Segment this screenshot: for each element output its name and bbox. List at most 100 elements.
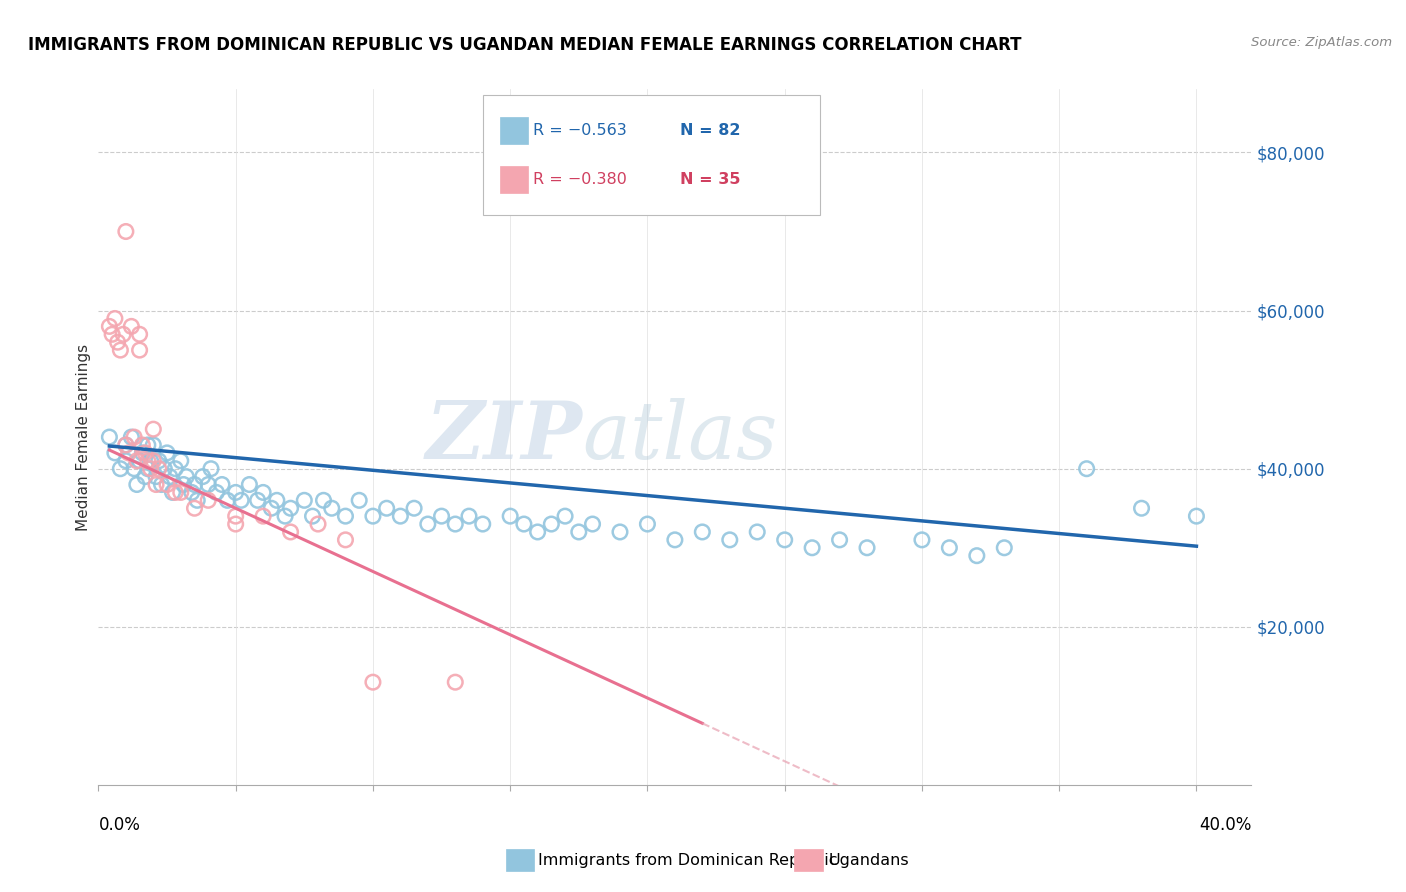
Point (139, 454, 162, 468)
Point (136, 461, 159, 475)
Point (191, 469, 214, 483)
Point (1185, 509, 1208, 524)
Point (911, 533, 934, 547)
Point (499, 509, 522, 524)
Point (225, 485, 247, 500)
Point (150, 477, 173, 491)
Point (142, 422, 165, 436)
Point (692, 524, 714, 539)
Point (444, 675, 467, 690)
Point (101, 327, 124, 342)
Point (430, 509, 453, 524)
Point (361, 675, 384, 690)
Point (117, 446, 139, 460)
Point (120, 430, 142, 444)
Point (148, 461, 170, 475)
Text: R = −0.380: R = −0.380 (533, 172, 627, 187)
Point (104, 311, 127, 326)
Point (170, 485, 193, 500)
Point (225, 516, 247, 531)
Point (361, 509, 384, 524)
Point (128, 343, 150, 358)
Point (165, 485, 187, 500)
Point (174, 469, 197, 483)
Point (280, 524, 302, 539)
Point (120, 319, 142, 334)
Point (266, 493, 288, 508)
Point (664, 533, 686, 547)
Point (292, 493, 315, 508)
Point (131, 446, 153, 460)
Point (104, 446, 127, 460)
Point (307, 516, 329, 531)
Point (142, 454, 165, 468)
Point (180, 485, 202, 500)
Point (828, 533, 851, 547)
Point (115, 225, 138, 239)
Point (173, 477, 195, 491)
Point (110, 461, 132, 475)
Point (165, 461, 187, 475)
Point (252, 509, 274, 524)
Point (159, 469, 181, 483)
Point (125, 454, 148, 468)
Point (773, 533, 796, 547)
Point (122, 461, 145, 475)
Point (966, 549, 988, 563)
Point (718, 533, 741, 547)
Point (252, 485, 274, 500)
Point (156, 477, 179, 491)
Point (636, 516, 658, 531)
Point (416, 516, 439, 531)
Point (134, 446, 156, 460)
Point (335, 533, 357, 547)
Point (609, 524, 631, 539)
Point (444, 516, 467, 531)
Point (581, 516, 603, 531)
Point (801, 541, 824, 555)
Point (375, 501, 398, 516)
Y-axis label: Median Female Earnings: Median Female Earnings (76, 343, 91, 531)
Point (122, 430, 145, 444)
Point (568, 524, 591, 539)
Point (125, 477, 148, 491)
Point (197, 493, 219, 508)
Point (1076, 461, 1098, 475)
Point (112, 327, 135, 342)
Text: atlas: atlas (582, 399, 778, 475)
Point (145, 477, 167, 491)
Point (115, 438, 138, 452)
Point (747, 524, 769, 539)
Point (246, 493, 269, 508)
Point (526, 524, 548, 539)
Point (993, 541, 1015, 555)
Point (458, 509, 481, 524)
Point (347, 493, 370, 508)
Point (205, 485, 228, 500)
Point (142, 438, 165, 452)
Point (938, 541, 960, 555)
Text: N = 35: N = 35 (681, 172, 741, 187)
Point (238, 477, 260, 491)
Point (131, 438, 153, 452)
Point (145, 469, 167, 483)
Point (156, 446, 179, 460)
Point (183, 501, 205, 516)
Text: Source: ZipAtlas.com: Source: ZipAtlas.com (1251, 36, 1392, 49)
Point (153, 461, 176, 475)
Point (301, 509, 323, 524)
Point (136, 438, 159, 452)
Point (136, 454, 159, 468)
Point (148, 454, 170, 468)
Point (197, 477, 219, 491)
Point (98, 430, 121, 444)
Point (321, 501, 343, 516)
Text: R = −0.563: R = −0.563 (533, 123, 626, 138)
Point (139, 461, 162, 475)
Point (170, 454, 193, 468)
Text: N = 82: N = 82 (681, 123, 741, 138)
Point (389, 509, 412, 524)
Point (231, 493, 253, 508)
Point (471, 516, 494, 531)
Point (128, 327, 150, 342)
